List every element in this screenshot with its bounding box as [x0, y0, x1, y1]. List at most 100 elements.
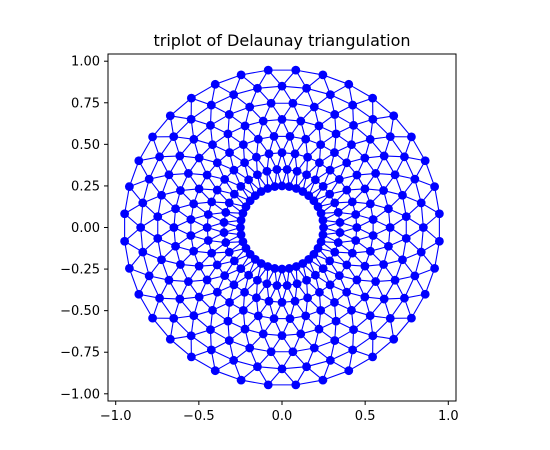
mesh-point [385, 223, 395, 232]
mesh-point [301, 311, 311, 321]
mesh-point [277, 264, 287, 274]
mesh-point [314, 324, 324, 334]
mesh-point [272, 165, 282, 174]
mesh-point [365, 246, 375, 256]
mesh-edge [410, 293, 426, 319]
mesh-point [269, 314, 279, 324]
mesh-point [335, 218, 345, 227]
mesh-point [385, 132, 395, 142]
mesh-point [269, 131, 279, 141]
mesh-edge [215, 370, 242, 381]
mesh-point [401, 212, 411, 222]
mesh-point [296, 116, 306, 126]
mesh-point [225, 148, 234, 157]
mesh-point [318, 181, 328, 191]
mesh-point [124, 182, 134, 192]
mesh-edge [138, 136, 154, 162]
mesh-point [240, 158, 249, 168]
mesh-point [186, 231, 196, 240]
mesh-point [389, 334, 399, 344]
mesh-point [238, 208, 248, 218]
mesh-point [229, 165, 239, 175]
mesh-point [270, 182, 280, 191]
mesh-point [169, 313, 179, 323]
mesh-point [236, 264, 246, 274]
mesh-point [189, 246, 199, 256]
mesh-point [229, 256, 239, 266]
y-tick-label: −0.75 [60, 346, 100, 361]
mesh-point [263, 65, 273, 75]
mesh-point [291, 184, 301, 193]
mesh-point [389, 111, 399, 121]
mesh-point [333, 208, 343, 217]
mesh-point [277, 181, 287, 191]
mesh-edge [434, 186, 440, 214]
mesh-point [236, 215, 246, 225]
mesh-point [175, 151, 185, 161]
mesh-point [277, 297, 287, 307]
mesh-point [120, 236, 130, 246]
mesh-point [316, 306, 326, 315]
mesh-edge [138, 293, 154, 319]
mesh-point [157, 190, 166, 200]
mesh-point [194, 261, 204, 271]
mesh-point [318, 215, 328, 225]
mesh-point [236, 70, 246, 80]
mesh-point [302, 83, 311, 93]
mesh-point [384, 204, 393, 214]
mesh-point [253, 311, 263, 321]
mesh-edge [128, 160, 140, 187]
mesh-point [379, 294, 389, 304]
mesh-point [368, 352, 378, 362]
mesh-point [302, 362, 311, 372]
mesh-point [206, 325, 215, 335]
mesh-point [238, 237, 248, 247]
mesh-point [175, 294, 185, 304]
mesh-point [316, 140, 326, 150]
mesh-point [302, 170, 311, 180]
mesh-point [138, 247, 148, 257]
mesh-point [212, 185, 222, 195]
mesh-point [318, 70, 328, 80]
y-tick-label: 1.00 [71, 55, 100, 70]
mesh-point [202, 170, 212, 180]
mesh-point [219, 228, 229, 237]
mesh-point [203, 236, 213, 245]
mesh-point [223, 316, 233, 326]
mesh-point [212, 260, 222, 270]
mesh-edge [295, 379, 323, 386]
chart-title: triplot of Delaunay triangulation [153, 31, 410, 50]
mesh-point [236, 181, 246, 191]
mesh-point [169, 223, 179, 232]
mesh-point [206, 120, 215, 130]
mesh-point [330, 247, 340, 257]
mesh-point [277, 115, 287, 124]
mesh-point [220, 175, 230, 184]
mesh-point [256, 259, 266, 268]
mesh-edge [372, 97, 395, 117]
x-tick-label: 0.5 [355, 409, 376, 424]
x-tick-label: 0.0 [272, 409, 293, 424]
mesh-point [236, 375, 246, 385]
mesh-point [266, 347, 276, 357]
mesh-point [330, 198, 340, 208]
mesh-point [325, 189, 335, 199]
x-tick-label: −0.5 [183, 409, 215, 424]
mesh-point [310, 270, 320, 280]
mesh-edge [393, 115, 412, 138]
mesh-point [224, 198, 234, 208]
mesh-point [410, 271, 420, 281]
mesh-point [207, 248, 217, 258]
mesh-point [277, 81, 287, 91]
mesh-point [282, 165, 292, 174]
mesh-point [352, 170, 362, 180]
mesh-point [360, 184, 370, 194]
mesh-point [365, 134, 375, 144]
mesh-point [277, 364, 287, 374]
mesh-point [430, 263, 439, 273]
mesh-point [253, 275, 262, 285]
mesh-point [309, 343, 319, 353]
mesh-point [212, 287, 222, 297]
mesh-edge [215, 74, 242, 85]
